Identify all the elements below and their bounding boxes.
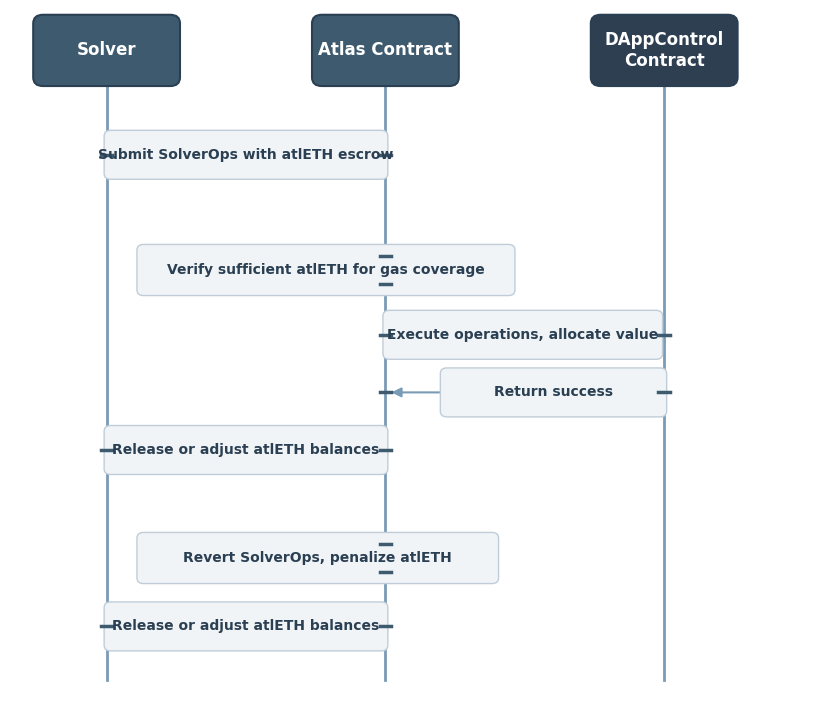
Text: Atlas Contract: Atlas Contract [318,42,452,60]
Text: Revert SolverOps, penalize atlETH: Revert SolverOps, penalize atlETH [183,551,451,565]
Text: Execute operations, allocate value: Execute operations, allocate value [387,328,658,342]
Text: DAppControl
Contract: DAppControl Contract [604,31,723,70]
Text: Solver: Solver [77,42,136,60]
FancyBboxPatch shape [34,15,180,86]
FancyBboxPatch shape [590,15,737,86]
FancyBboxPatch shape [382,310,662,359]
Text: Verify sufficient atlETH for gas coverage: Verify sufficient atlETH for gas coverag… [167,263,484,277]
Text: Release or adjust atlETH balances: Release or adjust atlETH balances [112,443,379,457]
FancyBboxPatch shape [440,368,666,417]
FancyBboxPatch shape [311,15,458,86]
Text: Submit SolverOps with atlETH escrow: Submit SolverOps with atlETH escrow [98,148,393,162]
Text: Return success: Return success [493,385,613,400]
FancyBboxPatch shape [104,602,387,651]
Text: Release or adjust atlETH balances: Release or adjust atlETH balances [112,619,379,634]
FancyBboxPatch shape [104,426,387,474]
FancyBboxPatch shape [104,130,387,179]
FancyBboxPatch shape [137,533,498,583]
FancyBboxPatch shape [137,245,514,296]
